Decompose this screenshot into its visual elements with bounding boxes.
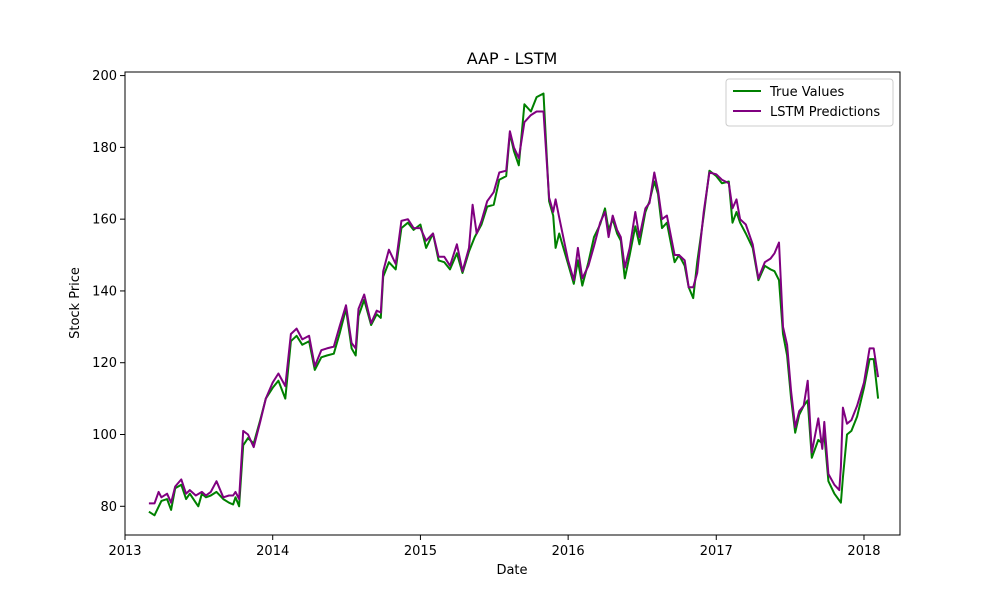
axes: 2013 2014 2015 2016 2017 2018 80 100 120 140 160 18… [92,69,901,559]
y-axis-label: Stock Price [68,267,83,339]
legend-frame [725,78,894,127]
legend-label-lstm-predictions: LSTM Predictions [770,105,880,120]
x-tick-label-2015: 2015 [404,544,437,559]
x-axis-label: Date [496,563,527,578]
y-tick-label-200: 200 [92,69,117,84]
legend: True Values LSTM Predictions [725,78,894,127]
x-tick-label-2013: 2013 [108,544,141,559]
x-tick-label-2016: 2016 [552,544,585,559]
y-tick-label-100: 100 [92,428,117,443]
x-tick-label-2017: 2017 [700,544,733,559]
y-tick-label-140: 140 [92,284,117,299]
y-tick-label-120: 120 [92,356,117,371]
x-tick-label-2014: 2014 [256,544,289,559]
series-line-lstm-predictions [148,110,880,505]
chart-title: AAP - LSTM [467,49,558,68]
legend-label-true-values: True Values [769,85,844,100]
axes-frame [124,71,901,536]
y-tick-label-180: 180 [92,141,117,156]
y-tick-label-160: 160 [92,213,117,228]
x-tick-label-2018: 2018 [847,544,880,559]
y-tick-label-80: 80 [100,500,117,515]
plot-area [148,92,880,517]
